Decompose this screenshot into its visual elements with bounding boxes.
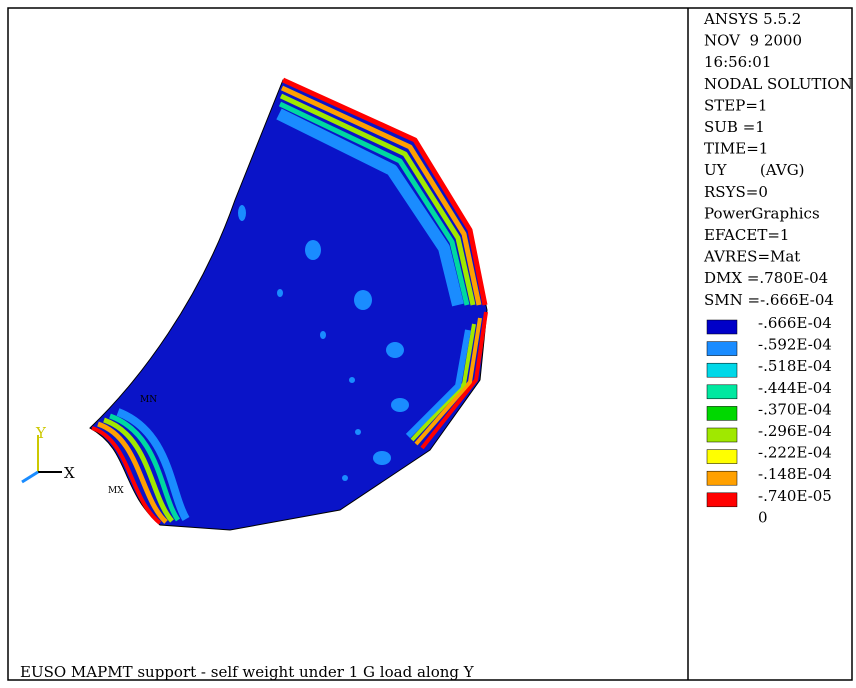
min-marker: MN (140, 395, 157, 405)
info-line: EFACET=1 (704, 226, 789, 244)
legend-swatch (707, 320, 737, 334)
info-line: RSYS=0 (704, 183, 768, 201)
legend-label: 0 (758, 508, 768, 526)
triad-x: X (64, 464, 75, 482)
legend-label: -.444E-04 (758, 379, 832, 397)
legend-swatch (707, 342, 737, 356)
legend-label: -.518E-04 (758, 357, 832, 375)
legend-swatch (707, 493, 737, 507)
info-line: ANSYS 5.5.2 (703, 10, 801, 28)
info-line: UY (AVG) (704, 161, 805, 179)
info-line: STEP=1 (704, 96, 767, 114)
legend-swatch (707, 471, 737, 485)
legend-swatch (707, 428, 737, 442)
info-line: DMX =.780E-04 (704, 269, 828, 287)
info-line: PowerGraphics (704, 204, 820, 222)
legend-label: -.592E-04 (758, 336, 832, 354)
info-line: NODAL SOLUTION (704, 75, 853, 93)
caption: EUSO MAPMT support - self weight under 1… (20, 663, 475, 681)
info-line: SMN =-.666E-04 (704, 291, 834, 309)
legend-swatch (707, 406, 737, 420)
triad-y: Y (35, 424, 47, 442)
legend-label: -.222E-04 (758, 444, 832, 462)
legend-label: -.666E-04 (758, 314, 832, 332)
legend-label: -.296E-04 (758, 422, 832, 440)
info-line: TIME=1 (704, 140, 768, 158)
info-line: NOV 9 2000 (704, 32, 802, 50)
legend-swatch (707, 450, 737, 464)
legend-label: -.370E-04 (758, 400, 832, 418)
legend-label: -.148E-04 (758, 465, 832, 483)
info-line: SUB =1 (704, 118, 765, 136)
info-line: AVRES=Mat (703, 248, 800, 266)
legend-swatch (707, 385, 737, 399)
max-marker: MX (108, 486, 124, 496)
info-line: 16:56:01 (704, 53, 771, 71)
ansys-window: MN MX Y X ANSYS 5.5.2 NOV 9 2000 16:56:01 N… (0, 0, 856, 684)
legend-label: -.740E-05 (758, 487, 832, 505)
legend-swatch (707, 363, 737, 377)
